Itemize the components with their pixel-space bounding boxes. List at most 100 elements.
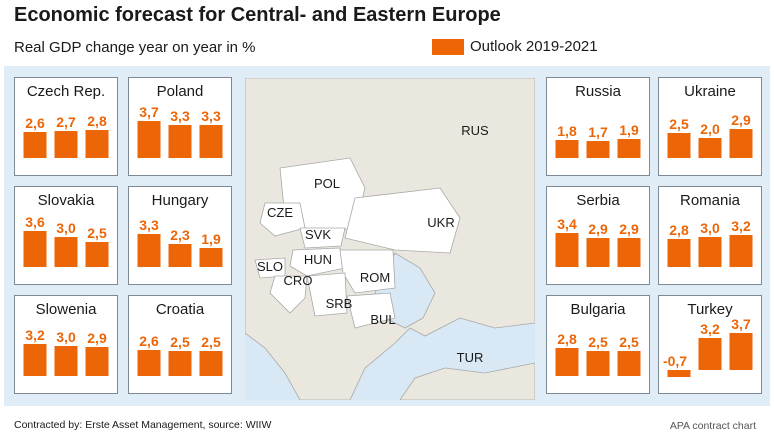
legend: Outlook 2019-2021: [432, 38, 598, 55]
country-name: Czech Rep.: [26, 83, 106, 100]
bar-chart: 2,6 2,7 2,8: [23, 113, 109, 158]
country-card-ukraine: Ukraine 2,5 2,0 2,9: [658, 77, 762, 176]
bar-chart: 3,4 2,9 2,9: [555, 216, 641, 267]
bar-value-label: 1,8: [557, 123, 577, 139]
bar-2019: [555, 348, 579, 376]
bar-value-label: 2,5: [201, 334, 221, 350]
map-label-rus: RUS: [461, 123, 489, 138]
bar-2021: [85, 242, 109, 267]
bar-chart: 3,7 3,3 3,3: [137, 104, 223, 158]
bar-chart: 1,8 1,7 1,9: [555, 122, 641, 158]
bar-value-label: 3,2: [25, 327, 45, 343]
bar-2020: [698, 237, 722, 267]
map-label-tur: TUR: [457, 350, 484, 365]
bar-value-label: 3,3: [201, 108, 221, 124]
country-name: Slowenia: [35, 301, 97, 318]
bar-2020: [698, 138, 722, 158]
bar-chart: 2,6 2,5 2,5: [137, 333, 223, 376]
bar-2019: [667, 370, 691, 377]
map-country-cro: [269, 275, 308, 314]
bar-chart: -0,7 3,2 3,7: [663, 316, 753, 377]
bar-2019: [555, 233, 579, 267]
bar-2021: [617, 139, 641, 158]
bar-value-label: 3,2: [731, 218, 751, 234]
region-map: RUS POL CZE SVK UKR HUN SLO CRO ROM SRB BUL TUR: [245, 78, 535, 400]
bar-value-label: 2,9: [87, 330, 107, 346]
map-label-srb: SRB: [326, 296, 353, 311]
bar-value-label: 3,6: [25, 214, 45, 230]
bar-2021: [85, 347, 109, 376]
bar-2020: [168, 125, 192, 158]
map-land-turkey: [399, 362, 535, 400]
map-country-rom: [339, 249, 396, 294]
bar-2021: [199, 351, 223, 376]
map-svg: [245, 78, 535, 400]
map-label-hun: HUN: [304, 252, 332, 267]
bar-2019: [667, 239, 691, 267]
bar-2020: [54, 346, 78, 376]
country-name: Turkey: [687, 301, 733, 318]
bar-value-label: 2,5: [669, 116, 689, 132]
bar-2020: [54, 131, 78, 158]
bar-value-label: 3,3: [170, 108, 190, 124]
bar-value-label: 2,8: [557, 331, 577, 347]
bar-2020: [54, 237, 78, 267]
bar-2019: [667, 133, 691, 158]
bar-value-label: 2,9: [588, 221, 608, 237]
bar-value-label: 1,7: [588, 124, 608, 140]
map-label-cro: CRO: [284, 273, 313, 288]
bar-value-label: 3,2: [700, 321, 720, 337]
country-card-czech-rep: Czech Rep. 2,6 2,7 2,8: [14, 77, 118, 176]
bar-2020: [168, 351, 192, 376]
country-name: Bulgaria: [570, 301, 626, 318]
bar-value-label: 2,0: [700, 121, 720, 137]
chart-title: Economic forecast for Central- and Easte…: [14, 4, 501, 26]
map-label-bul: BUL: [370, 312, 395, 327]
bar-2020: [586, 238, 610, 267]
bar-2019: [137, 234, 161, 267]
bar-value-label: 3,4: [557, 216, 577, 232]
bar-2021: [617, 351, 641, 376]
bar-value-label: 2,3: [170, 227, 190, 243]
map-country-bul: [346, 292, 396, 329]
country-name: Ukraine: [684, 83, 736, 100]
bar-value-label: 3,7: [731, 316, 751, 332]
bar-2019: [137, 121, 161, 158]
map-country-ukr: [344, 187, 461, 254]
credit-note: APA contract chart: [669, 420, 756, 432]
country-name: Poland: [156, 83, 204, 100]
bar-value-label: 3,0: [56, 220, 76, 236]
bar-2021: [617, 238, 641, 267]
bar-2020: [586, 351, 610, 376]
bar-2019: [555, 140, 579, 158]
country-card-bulgaria: Bulgaria 2,8 2,5 2,5: [546, 295, 650, 394]
bar-value-label: 3,0: [56, 329, 76, 345]
country-card-slowenia: Slowenia 3,2 3,0 2,9: [14, 295, 118, 394]
bar-2021: [729, 129, 753, 158]
bar-value-label: 2,6: [25, 115, 45, 131]
bar-2021: [199, 125, 223, 158]
country-card-poland: Poland 3,7 3,3 3,3: [128, 77, 232, 176]
country-name: Russia: [575, 83, 621, 100]
bar-value-label: 2,8: [87, 113, 107, 129]
map-label-slo: SLO: [257, 259, 283, 274]
bar-value-label: 3,0: [700, 220, 720, 236]
bar-2021: [85, 130, 109, 158]
bar-value-label: 2,5: [619, 334, 639, 350]
map-country-svk: [299, 227, 346, 249]
bar-2021: [729, 333, 753, 370]
map-country-srb: [306, 272, 348, 317]
bar-chart: 3,3 2,3 1,9: [137, 217, 223, 267]
country-card-croatia: Croatia 2,6 2,5 2,5: [128, 295, 232, 394]
map-label-cze: CZE: [267, 205, 293, 220]
bar-chart: 3,2 3,0 2,9: [23, 327, 109, 376]
bar-chart: 3,6 3,0 2,5: [23, 214, 109, 267]
map-label-svk: SVK: [305, 227, 331, 242]
country-card-romania: Romania 2,8 3,0 3,2: [658, 186, 762, 285]
bar-value-label: 2,9: [619, 221, 639, 237]
country-name: Hungary: [151, 192, 209, 209]
bar-2019: [137, 350, 161, 376]
chart-subtitle: Real GDP change year on year in %: [14, 39, 256, 56]
legend-label: Outlook 2019-2021: [470, 38, 598, 55]
